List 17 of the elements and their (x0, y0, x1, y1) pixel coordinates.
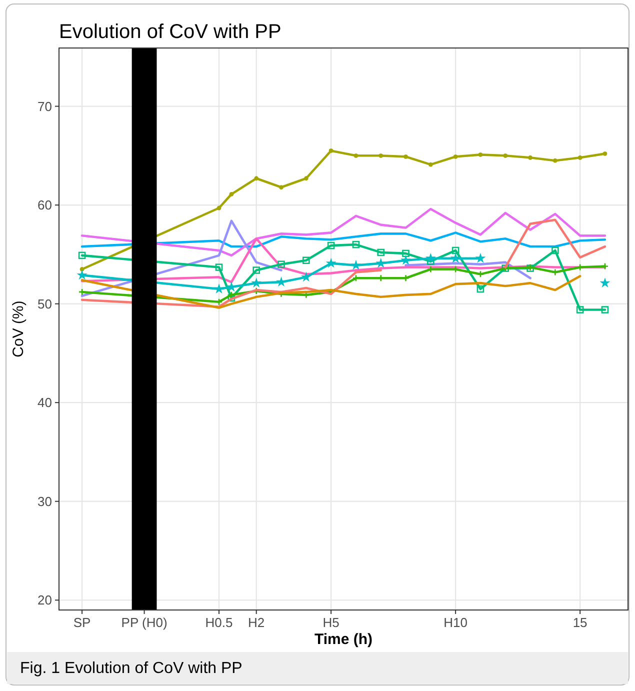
y-tick-label: 60 (38, 198, 52, 213)
chart-title: Evolution of CoV with PP (59, 21, 282, 43)
y-tick-label: 70 (38, 98, 52, 114)
caption: Fig. 1 Evolution of CoV with PP (20, 660, 242, 677)
x-tick-label: H0.5 (205, 615, 233, 630)
x-tick-label: H10 (444, 615, 468, 630)
y-tick-label: 40 (38, 395, 52, 410)
y-tick-label: 50 (38, 296, 52, 312)
x-tick-label: PP (H0) (121, 615, 168, 630)
x-tick-label: 15 (572, 615, 588, 630)
y-tick-label: 30 (38, 494, 52, 509)
x-tick-label: SP (73, 615, 91, 630)
x-tick-label: H2 (248, 615, 265, 630)
x-tick-label: H5 (322, 615, 340, 630)
x-axis-title: Time (h) (314, 631, 373, 648)
y-tick-label: 20 (38, 592, 52, 608)
y-axis-title: CoV (%) (10, 300, 27, 358)
